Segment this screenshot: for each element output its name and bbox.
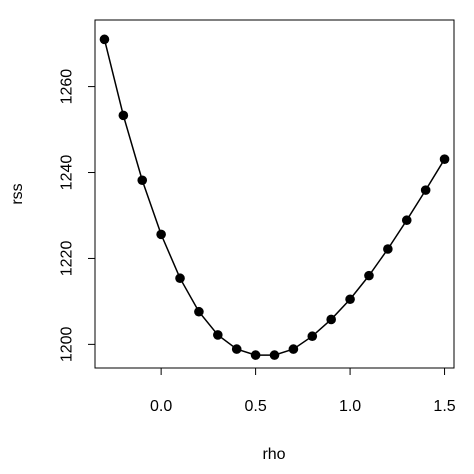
- data-point: [137, 175, 148, 186]
- data-point: [345, 294, 355, 305]
- data-point: [250, 350, 261, 360]
- data-point: [213, 330, 223, 340]
- data-point: [269, 350, 280, 360]
- data-point: [326, 314, 336, 325]
- x-axis: 0.0 0.5 1.0 1.5: [150, 367, 456, 415]
- series-line: [103, 39, 446, 356]
- data-point: [118, 110, 129, 121]
- data-point: [288, 344, 299, 354]
- x-tick-label: 0.5: [244, 398, 266, 415]
- y-tick-label: 1240: [59, 155, 76, 191]
- data-point: [156, 229, 166, 240]
- x-axis-label: rho: [262, 446, 285, 463]
- plot-frame: [94, 19, 455, 369]
- y-tick-label: 1220: [59, 241, 76, 277]
- y-tick-label: 1260: [59, 69, 76, 105]
- data-point: [439, 154, 450, 164]
- data-point: [401, 215, 412, 226]
- y-axis: 1200 1220 1240 1260: [59, 69, 96, 362]
- x-tick-label: 1.5: [433, 398, 455, 415]
- data-point: [175, 273, 185, 284]
- x-tick-label: 1.0: [339, 398, 361, 415]
- data-point: [194, 306, 204, 317]
- data-point: [99, 34, 110, 45]
- data-point: [420, 185, 431, 195]
- data-points: [99, 34, 450, 360]
- data-point: [231, 344, 242, 354]
- y-axis-label: rss: [9, 183, 26, 204]
- y-tick-label: 1200: [59, 326, 76, 362]
- x-tick-label: 0.0: [150, 398, 172, 415]
- data-point: [364, 270, 374, 281]
- data-point: [307, 331, 318, 342]
- data-point: [383, 244, 393, 254]
